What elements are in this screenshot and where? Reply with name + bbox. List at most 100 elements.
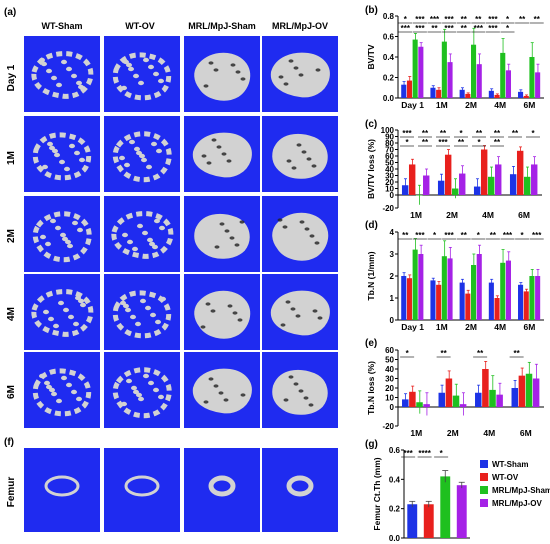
trabecula (124, 162, 130, 168)
bar (471, 44, 477, 98)
group-header-wt-ov: WT-OV (125, 21, 155, 31)
significance-marker: ** (440, 129, 447, 138)
trabecula (291, 166, 297, 170)
significance-marker: *** (430, 15, 440, 24)
ct-cell (104, 274, 180, 350)
trabecula (121, 401, 127, 407)
trabecula (63, 307, 69, 313)
trabecula (51, 391, 57, 397)
trabecula (143, 57, 149, 63)
bone-group (111, 211, 174, 259)
legend-swatch (480, 486, 488, 494)
group-header-mrl-ov: MRL/MpJ-OV (272, 21, 328, 31)
ct-image-bg (104, 36, 180, 112)
x-tick-label: Day 1 (401, 322, 424, 332)
significance-marker: * (406, 349, 410, 358)
row-label-1m: 1M (6, 151, 17, 165)
femur-cortex (124, 475, 160, 497)
trabecula (200, 325, 206, 329)
trabecula (299, 220, 305, 224)
bone-outline (194, 213, 250, 259)
trabecula (148, 64, 154, 70)
bone-group (31, 51, 94, 99)
significance-marker: * (440, 449, 444, 458)
y-tick-label: 0.8 (383, 12, 395, 21)
trabecula (239, 220, 245, 224)
bar (441, 41, 447, 98)
trabecula (235, 70, 241, 74)
y-tick-label: -20 (382, 422, 394, 431)
y-tick-label: 40 (385, 365, 394, 374)
trabecula (41, 61, 47, 67)
x-tick-label: 6M (523, 100, 535, 110)
y-tick-label: 0.6 (389, 446, 401, 455)
bar (406, 278, 412, 320)
significance-marker: **** (418, 449, 431, 458)
significance-marker: * (405, 138, 409, 147)
legend-label: WT-Sham (492, 460, 528, 469)
bone-outline (111, 211, 174, 259)
bar (445, 378, 453, 407)
ct-cell (24, 196, 100, 272)
trabecula (50, 218, 56, 224)
femur-cortex (208, 475, 236, 497)
trabecula (158, 78, 164, 84)
bar (531, 164, 538, 195)
trabecula (39, 373, 45, 379)
trabecula (150, 312, 156, 318)
significance-marker: * (506, 15, 510, 24)
trabecula (315, 68, 321, 72)
trabecula (288, 59, 294, 63)
bar (440, 476, 451, 538)
x-tick-label: 4M (494, 100, 506, 110)
legend-label: WT-OV (492, 473, 519, 482)
significance-marker: ** (422, 138, 429, 147)
trabecula (205, 302, 211, 306)
row-label-femur: Femur (6, 477, 17, 508)
ct-image-bg (24, 274, 100, 350)
ct-cell (24, 36, 100, 112)
bone-outline (194, 52, 251, 101)
bar (488, 90, 494, 98)
y-tick-label: 1 (390, 294, 395, 303)
bar (447, 62, 453, 98)
trabecula (216, 145, 222, 149)
trabecula (126, 378, 132, 384)
trabecula (58, 300, 64, 306)
x-tick-label: 6M (518, 210, 530, 220)
trabecula (68, 314, 74, 320)
significance-marker: ** (514, 349, 521, 358)
bone-group (194, 213, 250, 259)
trabecula (298, 73, 304, 77)
trabecula (132, 246, 138, 252)
trabecula (44, 380, 50, 386)
bar (401, 276, 407, 320)
trabecula (211, 138, 217, 142)
trabecula (159, 225, 165, 231)
bar (401, 84, 407, 98)
trabecula (48, 316, 54, 322)
ct-cell (184, 196, 260, 272)
ct-cell (104, 116, 180, 192)
significance-marker: *** (488, 24, 498, 33)
y-tick-label: 0.2 (383, 74, 395, 83)
bar (518, 284, 524, 320)
significance-marker: ** (475, 15, 482, 24)
bar (476, 64, 482, 98)
bone-outline (31, 51, 94, 99)
bar (518, 91, 524, 98)
trabecula (140, 298, 146, 304)
y-tick-label: 30 (385, 375, 394, 384)
significance-marker: *** (532, 231, 542, 240)
trabecula (282, 225, 288, 229)
trabecula (61, 59, 67, 65)
bar (408, 164, 416, 195)
trabecula (306, 157, 312, 161)
significance-marker: *** (401, 24, 411, 33)
trabecula (293, 66, 299, 70)
trabecula (130, 314, 136, 320)
y-tick-label: 0.6 (383, 33, 395, 42)
trabecula (298, 389, 304, 393)
